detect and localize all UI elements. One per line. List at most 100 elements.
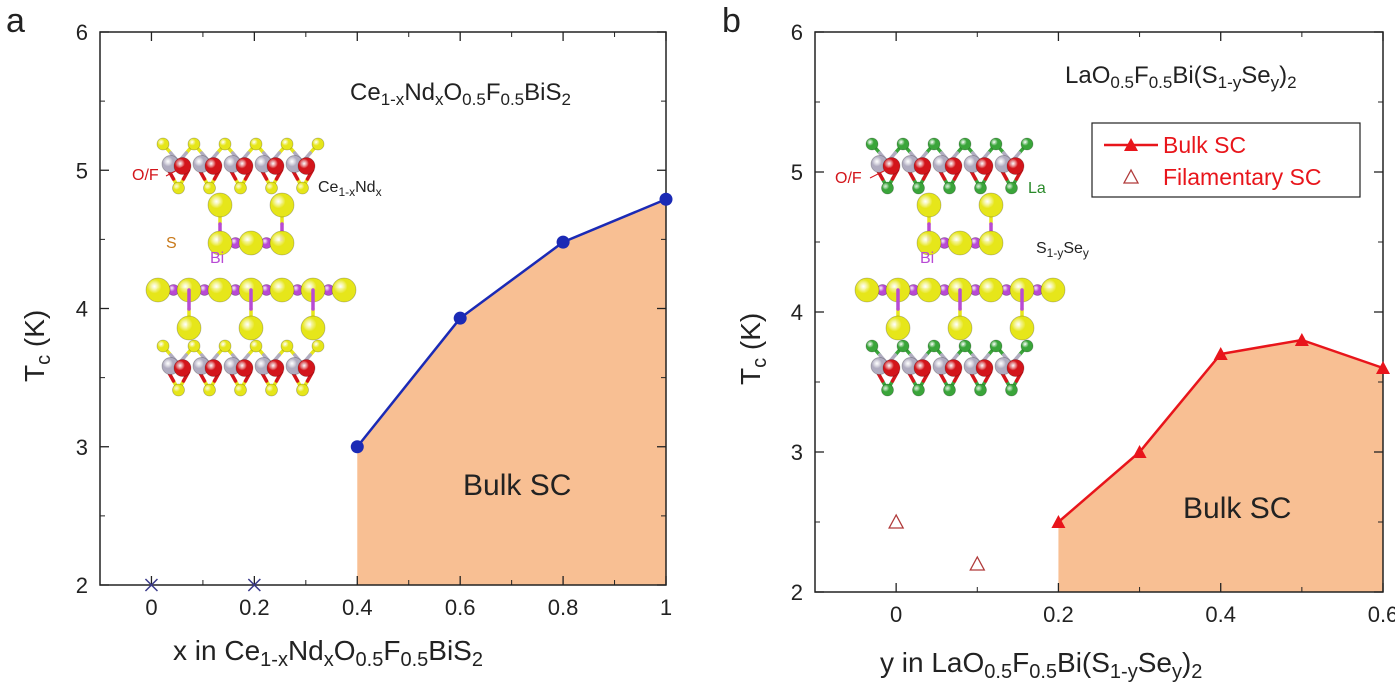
atom xyxy=(176,315,202,341)
atom xyxy=(204,157,223,175)
data-point-triangle-open xyxy=(888,513,905,529)
structure-label: La xyxy=(1028,180,1046,197)
atom xyxy=(927,137,941,151)
atom xyxy=(235,157,254,175)
x-tick-label: 0.8 xyxy=(548,595,579,620)
atom xyxy=(269,277,295,303)
atom xyxy=(978,230,1004,256)
text-part: y xyxy=(1271,73,1280,92)
text-part: y xyxy=(1083,246,1089,260)
atom xyxy=(173,359,192,377)
data-point-triangle-open xyxy=(969,555,986,571)
text-part: ) xyxy=(1182,647,1191,678)
text-part: S xyxy=(1036,240,1047,257)
label-pointer xyxy=(165,165,186,177)
legend-label-bulk: Bulk SC xyxy=(1163,132,1246,158)
axes-b: 0 0.2 0.4 0.6 2 3 4 5 6 xyxy=(791,20,1395,627)
atom xyxy=(1040,277,1066,303)
atom xyxy=(269,230,295,256)
atom xyxy=(235,359,254,377)
atom xyxy=(331,277,357,303)
atom xyxy=(885,315,911,341)
y-axis-label-a: Tc (K) xyxy=(19,310,55,382)
atom xyxy=(296,383,309,397)
x-tick-label: 0.4 xyxy=(342,595,373,620)
atom xyxy=(266,157,285,175)
text-part: BiS xyxy=(428,635,472,666)
text-part: 0.5 xyxy=(1110,73,1134,92)
atom xyxy=(300,315,326,341)
text-part: Bi(S xyxy=(1057,647,1110,678)
legend-marker-filamentary xyxy=(1122,168,1140,184)
atom xyxy=(975,157,994,175)
atom xyxy=(989,339,1003,353)
text-part: O xyxy=(334,635,356,666)
y-tick-label: 5 xyxy=(791,160,803,185)
atom xyxy=(156,137,170,151)
atom xyxy=(173,157,192,175)
text-part: F xyxy=(1134,62,1149,89)
text-part: 2 xyxy=(1287,73,1296,92)
structure-label: O/F xyxy=(132,167,159,184)
y-label-unit: (K) xyxy=(19,310,50,355)
text-part: x xyxy=(376,185,382,199)
atom xyxy=(854,277,880,303)
atom xyxy=(865,137,879,151)
text-part: 0.5 xyxy=(500,90,524,109)
atom xyxy=(187,137,201,151)
data-point xyxy=(350,440,364,454)
y-tick-label: 5 xyxy=(76,158,88,183)
atom xyxy=(204,359,223,377)
data-point-triangle xyxy=(1051,515,1066,528)
crystal-structure-b: O/F La Bi S1-ySey xyxy=(835,137,1089,397)
atom xyxy=(881,181,894,195)
atom xyxy=(234,383,247,397)
text-part: y in LaO xyxy=(880,647,984,678)
atom xyxy=(882,157,901,175)
text-part: 1-x xyxy=(338,185,355,199)
crystal-structure-a: O/F Ce1-xNdx S Bi xyxy=(132,137,382,397)
atom xyxy=(311,137,325,151)
atom xyxy=(947,230,973,256)
text-part: ) xyxy=(1279,62,1287,89)
x-tick-label: 0.4 xyxy=(1205,602,1236,627)
chart-title-b: LaO0.5F0.5Bi(S1-ySey)2 xyxy=(1065,62,1297,92)
structure-label: S xyxy=(166,235,177,252)
atom xyxy=(881,383,894,397)
y-tick-label: 3 xyxy=(76,435,88,460)
y-axis-label-b: Tc (K) xyxy=(735,313,771,385)
data-point-triangle xyxy=(1213,347,1228,360)
y-tick-label: 6 xyxy=(76,20,88,45)
region-label-a: Bulk SC xyxy=(463,469,571,502)
data-point-x xyxy=(144,578,158,592)
x-tick-label: 0.6 xyxy=(1368,602,1395,627)
bulk-region-fill xyxy=(1058,340,1383,592)
atom xyxy=(896,339,910,353)
y-label-main: T xyxy=(19,365,50,382)
y-tick-label: 2 xyxy=(76,573,88,598)
bulk-region-b xyxy=(1058,340,1383,592)
atom xyxy=(207,277,233,303)
atom xyxy=(913,359,932,377)
text-part: LaO xyxy=(1065,62,1110,89)
atom xyxy=(1006,157,1025,175)
atom xyxy=(958,137,972,151)
data-point-triangle xyxy=(1294,333,1309,346)
atom xyxy=(238,230,264,256)
structure-label: Bi xyxy=(210,250,224,267)
legend-b: Bulk SC Filamentary SC xyxy=(1091,122,1361,198)
atom xyxy=(927,339,941,353)
y-label-sub: c xyxy=(33,355,55,365)
text-part: 1-y xyxy=(1110,661,1138,683)
atom xyxy=(943,181,956,195)
atom xyxy=(145,277,171,303)
atom xyxy=(1020,339,1034,353)
text-part: 1-x xyxy=(260,649,288,671)
chart-title-a: Ce1-xNdxO0.5F0.5BiS2 xyxy=(350,79,571,109)
atom xyxy=(882,359,901,377)
atom xyxy=(913,157,932,175)
atom xyxy=(207,230,233,256)
